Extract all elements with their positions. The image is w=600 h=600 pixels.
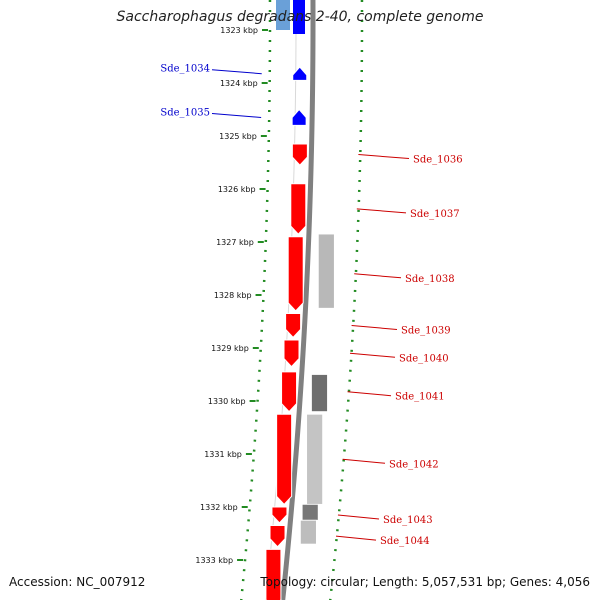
gene-label: Sde_1044 [380,536,430,547]
inner-tick-ring [328,0,364,600]
partial-gene [293,0,305,34]
partial-gene [276,0,290,30]
forward-gene [265,548,282,600]
tick-label: 1333 kbp [195,556,233,565]
tick-label: 1332 kbp [200,503,238,512]
gene-label: Sde_1040 [399,353,449,364]
genome-backbone [280,0,316,600]
gene-label-leader [211,112,262,118]
gene-label: Sde_1043 [383,515,433,526]
accession-text: Accession: NC_007912 [9,575,146,589]
tick-label: 1331 kbp [204,450,242,459]
gene-label-leader [347,391,392,397]
gene-label-leader [337,514,380,520]
tick-label: 1324 kbp [220,79,258,88]
gene-label-leader [335,535,377,541]
similarity-feature [299,519,317,545]
similarity-feature [317,233,335,309]
forward-gene [283,339,300,368]
map-title: Saccharophagus degradans 2-40, complete … [116,9,484,25]
forward-gene [290,183,307,235]
reverse-gene [291,108,307,126]
similarity-feature [301,503,319,521]
forward-gene [287,236,304,312]
forward-gene [285,313,302,339]
gene-label-leader [342,458,386,464]
gene-label-leader [351,324,398,330]
forward-gene [276,413,293,506]
gene-label: Sde_1039 [401,325,451,336]
gene-label: Sde_1036 [413,155,463,166]
gene-label-leader [349,352,396,358]
forward-gene [281,371,298,413]
gene-label-leader [354,273,402,279]
gene-label: Sde_1038 [405,274,455,285]
forward-gene [291,143,308,166]
outer-tick-ring [239,0,272,600]
tick-label: 1330 kbp [208,397,246,406]
gene-label: Sde_1041 [395,392,445,403]
reverse-gene [292,66,308,81]
tick-label: 1323 kbp [220,26,258,35]
gene-label: Sde_1034 [160,64,210,75]
tick-label: 1328 kbp [214,291,252,300]
similarity-feature [306,413,324,505]
gene-label-leader [356,208,407,214]
forward-gene [271,506,288,524]
topology-text: Topology: circular; Length: 5,057,531 bp… [260,575,590,589]
tick-label: 1327 kbp [216,238,254,247]
gene-label-leader [211,69,262,75]
gene-label-leader [358,154,410,160]
forward-gene [269,525,286,548]
tick-label: 1326 kbp [218,185,256,194]
tick-label: 1329 kbp [211,344,249,353]
gene-label: Sde_1037 [410,209,460,220]
gene-label: Sde_1035 [160,107,210,118]
similarity-feature [311,374,328,412]
gene-label: Sde_1042 [389,459,439,470]
tick-label: 1325 kbp [219,132,257,141]
